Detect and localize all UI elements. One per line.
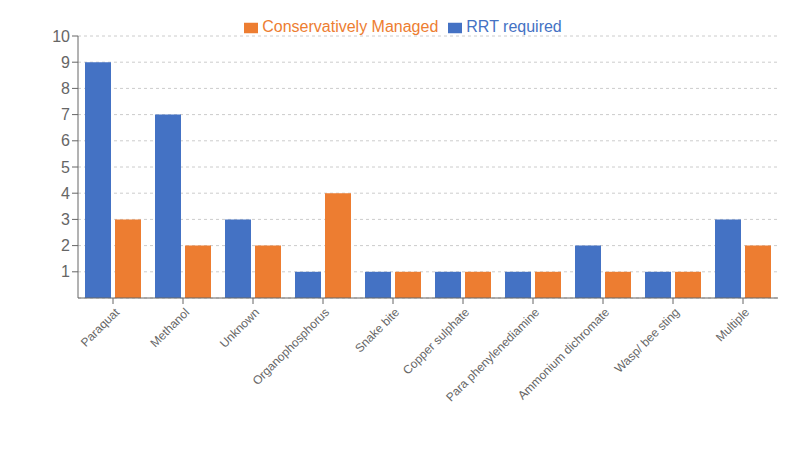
svg-text:Ammonium dichromate: Ammonium dichromate (515, 305, 612, 402)
svg-text:5: 5 (61, 159, 70, 176)
svg-text:Snake bite: Snake bite (352, 305, 402, 355)
svg-text:Para phenylenediamine: Para phenylenediamine (443, 305, 543, 405)
svg-text:10: 10 (52, 28, 70, 45)
svg-text:3: 3 (61, 211, 70, 228)
svg-text:4: 4 (61, 185, 70, 202)
svg-text:Unknown: Unknown (217, 305, 262, 350)
svg-text:Organophosphorus: Organophosphorus (250, 305, 333, 388)
svg-text:2: 2 (61, 237, 70, 254)
svg-text:Paraquat: Paraquat (78, 305, 123, 350)
html-text:RRT required: RRT required (466, 18, 562, 35)
svg-text:Copper sulphate: Copper sulphate (400, 305, 472, 377)
svg-text:9: 9 (61, 54, 70, 71)
html-text:Conservatively Managed: Conservatively Managed (262, 18, 439, 35)
svg-text:8: 8 (61, 80, 70, 97)
svg-text:Multiple: Multiple (713, 305, 752, 344)
svg-text:Methanol: Methanol (147, 305, 192, 350)
svg-text:1: 1 (61, 263, 70, 280)
svg-text:6: 6 (61, 132, 70, 149)
svg-text:7: 7 (61, 106, 70, 123)
svg-text:Wasp/ bee sting: Wasp/ bee sting (612, 305, 682, 375)
